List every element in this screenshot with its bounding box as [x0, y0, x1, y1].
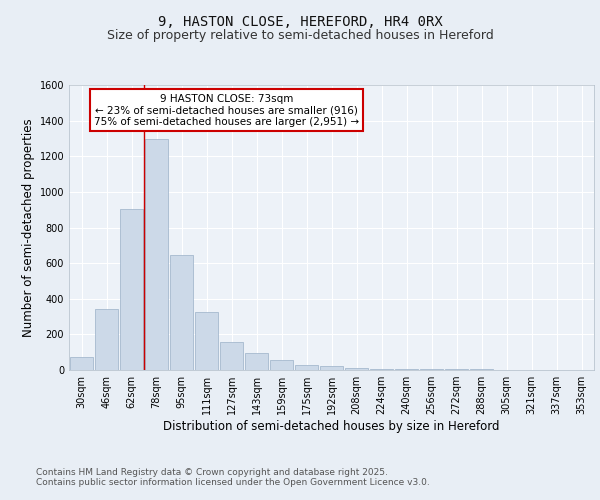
Text: 9 HASTON CLOSE: 73sqm
← 23% of semi-detached houses are smaller (916)
75% of sem: 9 HASTON CLOSE: 73sqm ← 23% of semi-deta… — [94, 94, 359, 126]
Bar — [220, 342, 243, 370]
Text: 9, HASTON CLOSE, HEREFORD, HR4 0RX: 9, HASTON CLOSE, HEREFORD, HR4 0RX — [158, 16, 442, 30]
Bar — [95, 308, 118, 370]
X-axis label: Distribution of semi-detached houses by size in Hereford: Distribution of semi-detached houses by … — [163, 420, 500, 433]
Text: Contains HM Land Registry data © Crown copyright and database right 2025.: Contains HM Land Registry data © Crown c… — [36, 468, 388, 477]
Bar — [245, 353, 268, 370]
Bar — [320, 366, 343, 370]
Bar — [195, 312, 218, 370]
Bar — [345, 368, 368, 370]
Bar — [70, 356, 93, 370]
Text: Contains public sector information licensed under the Open Government Licence v3: Contains public sector information licen… — [36, 478, 430, 487]
Bar — [270, 360, 293, 370]
Bar — [295, 364, 318, 370]
Bar — [395, 369, 418, 370]
Text: Size of property relative to semi-detached houses in Hereford: Size of property relative to semi-detach… — [107, 28, 493, 42]
Y-axis label: Number of semi-detached properties: Number of semi-detached properties — [22, 118, 35, 337]
Bar — [370, 368, 393, 370]
Bar — [170, 255, 193, 370]
Bar — [145, 140, 168, 370]
Bar — [120, 209, 143, 370]
